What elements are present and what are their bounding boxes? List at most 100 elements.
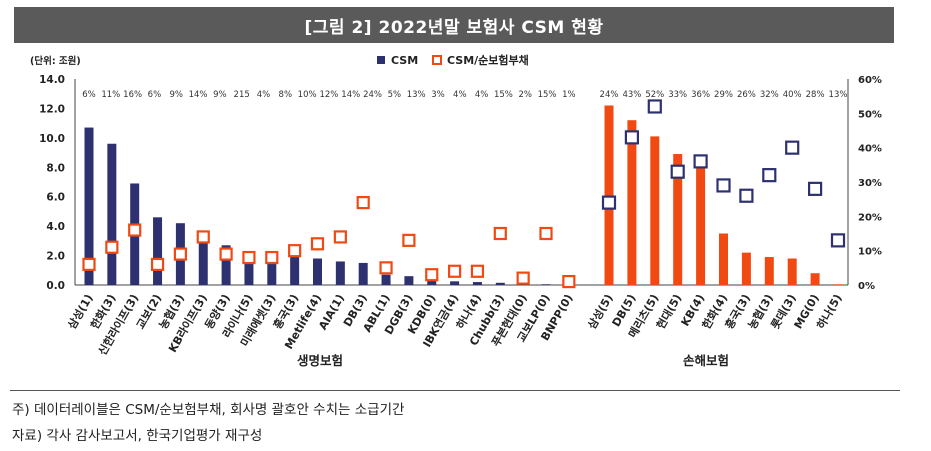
ratio-marker	[448, 264, 462, 278]
ratio-data-label: 33%	[668, 90, 687, 100]
ratio-data-label: 5%	[388, 90, 402, 100]
ratio-data-label: 13%	[407, 90, 426, 100]
csm-bar	[495, 282, 505, 285]
ratio-data-label: 16%	[123, 90, 142, 100]
ratio-data-label: 14%	[341, 90, 360, 100]
footnote-source: 자료) 각사 감사보고서, 한국기업평가 재구성	[12, 428, 263, 444]
ratio-marker	[785, 140, 800, 155]
ratio-marker	[739, 188, 754, 203]
csm-bar	[267, 257, 277, 285]
y2-tick-label: 20%	[858, 212, 882, 223]
ratio-marker	[807, 181, 823, 196]
ratio-marker	[356, 196, 370, 210]
ratio-marker	[196, 230, 210, 244]
csm-bar	[741, 252, 751, 285]
y-tick-label: 14.0	[39, 74, 65, 86]
ratio-marker	[601, 195, 617, 210]
csm-bar	[153, 217, 163, 285]
ratio-marker	[539, 226, 553, 241]
note-divider	[10, 390, 900, 391]
y-tick-label: 8.0	[46, 162, 65, 174]
ratio-marker	[670, 164, 685, 179]
csm-bar	[290, 257, 300, 285]
csm-bar	[810, 273, 820, 285]
bars	[84, 105, 843, 286]
ratio-marker	[265, 250, 279, 265]
csm-bar	[107, 143, 117, 285]
csm-bar	[833, 284, 843, 285]
csm-bar	[358, 262, 368, 285]
ratio-data-label: 24%	[600, 90, 619, 100]
ratio-data-label: 24%	[363, 90, 382, 100]
ratio-data-label: 15%	[494, 90, 513, 100]
ratio-marker	[516, 271, 530, 285]
csm-bar	[541, 284, 551, 285]
group-label: 생명보험	[297, 353, 343, 368]
category-label: 삼성(5)	[584, 292, 615, 332]
ratio-data-label: 26%	[737, 90, 756, 100]
ratio-marker	[333, 230, 347, 244]
ratio-marker	[219, 247, 233, 261]
ratio-data-label: 13%	[829, 90, 848, 100]
legend-ratio-swatch	[432, 55, 442, 65]
ratio-data-label: 28%	[806, 90, 825, 100]
group-label: 손해보험	[683, 353, 729, 368]
y2-tick-label: 60%	[858, 75, 882, 86]
ratio-marker	[762, 168, 777, 183]
ratio-data-label: 2%	[518, 90, 532, 100]
ratio-marker	[693, 154, 708, 169]
y2-tick-label: 0%	[858, 281, 875, 292]
ratio-data-label: 14%	[189, 90, 208, 100]
csm-bar	[650, 136, 660, 285]
ratio-data-label: 40%	[783, 90, 802, 100]
ratio-data-label: 36%	[691, 90, 710, 100]
csm-bar	[450, 281, 460, 285]
csm-bar	[764, 257, 774, 285]
csm-chart: 0.0 2.0 4.0 6.0 8.0 10.0 12.0 14.0 0% 10% 20% 30% 40…	[30, 53, 882, 368]
csm-bar	[221, 245, 231, 285]
ratio-marker	[82, 257, 96, 271]
y2-tick-label: 50%	[858, 109, 882, 120]
ratio-marker	[562, 274, 576, 289]
ratio-data-label: 29%	[714, 90, 733, 100]
ratio-data-label: 3%	[431, 90, 445, 100]
ratio-marker	[173, 247, 187, 261]
labels: 0.0 2.0 4.0 6.0 8.0 10.0 12.0 14.0 0% 10% 20% 30% 40…	[30, 53, 882, 368]
y-tick-label: 0.0	[46, 280, 65, 292]
csm-bar	[696, 167, 706, 285]
ratio-data-label: 215	[234, 90, 250, 100]
ratio-marker	[379, 261, 393, 275]
ratio-markers	[82, 99, 846, 289]
ratio-data-label: 10%	[298, 90, 317, 100]
ratio-data-label: 4%	[453, 90, 467, 100]
y-tick-label: 12.0	[39, 103, 65, 115]
ratio-marker	[716, 178, 731, 193]
chart-title: [그림 2] 2022년말 보험사 CSM 현황	[14, 7, 894, 43]
csm-bar	[84, 127, 94, 285]
ratio-marker	[128, 223, 142, 237]
ratio-marker	[242, 250, 256, 265]
ratio-marker	[310, 237, 325, 251]
ratio-data-label: 12%	[319, 90, 338, 100]
y-tick-label: 4.0	[46, 221, 65, 233]
legend-csm-swatch	[377, 56, 385, 64]
axes	[74, 79, 849, 286]
ratio-data-label: 52%	[645, 90, 664, 100]
csm-bar	[313, 258, 322, 285]
unit-label: (단위: 조원)	[30, 55, 81, 67]
csm-bar	[604, 105, 614, 285]
ratio-data-label: 11%	[101, 90, 120, 100]
y2-tick-label: 40%	[858, 144, 882, 155]
ratio-marker	[470, 264, 485, 278]
ratio-data-label: 1%	[562, 90, 576, 100]
csm-bar	[472, 282, 482, 285]
footnote-note: 주) 데이터레이블은 CSM/순보험부채, 회사명 괄호안 수치는 소급기간	[12, 402, 405, 418]
ratio-data-label: 6%	[82, 90, 96, 100]
ratio-data-label: 32%	[760, 90, 779, 100]
csm-bar	[673, 154, 683, 285]
ratio-marker	[402, 233, 416, 247]
ratio-data-label: 9%	[213, 90, 227, 100]
legend-csm-label: CSM	[391, 54, 418, 67]
ratio-data-label: 4%	[475, 90, 489, 100]
csm-bar	[719, 233, 728, 285]
